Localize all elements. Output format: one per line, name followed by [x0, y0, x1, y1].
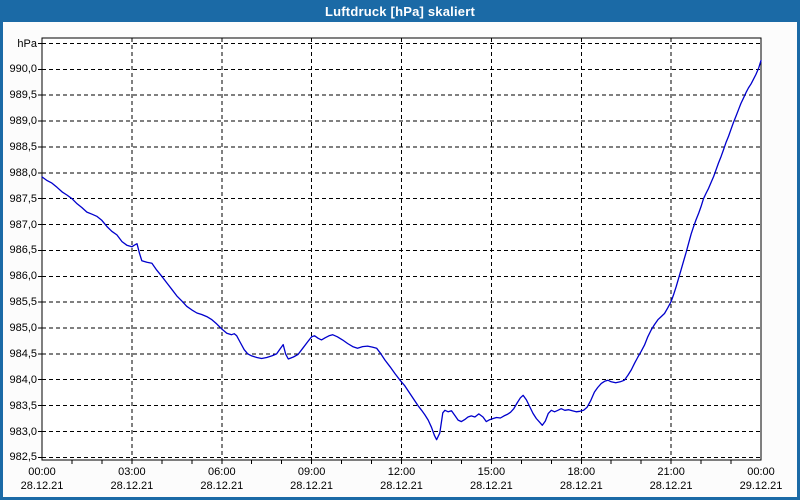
window-titlebar: Luftdruck [hPa] skaliert [0, 0, 800, 22]
chart-canvas: hPa 990,0 989,5 989,0 988,5 988,0 987,5 987,0 9… [3, 22, 797, 497]
window-title: Luftdruck [hPa] skaliert [325, 3, 475, 19]
pressure-curve [41, 59, 762, 441]
pressure-line-chart [38, 37, 762, 464]
